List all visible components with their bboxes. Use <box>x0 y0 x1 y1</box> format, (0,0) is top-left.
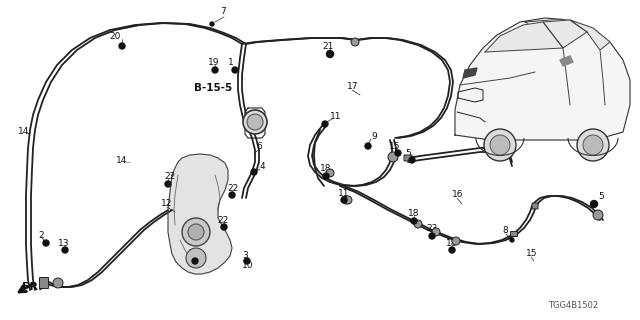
Text: 22: 22 <box>227 183 238 193</box>
Text: B-15-5: B-15-5 <box>194 83 232 93</box>
Polygon shape <box>455 18 630 140</box>
Text: 22: 22 <box>164 172 175 180</box>
Circle shape <box>119 43 125 49</box>
Circle shape <box>244 258 250 264</box>
Text: TGG4B1502: TGG4B1502 <box>548 300 598 309</box>
Circle shape <box>510 238 514 242</box>
Circle shape <box>365 143 371 149</box>
Text: 9: 9 <box>371 132 377 140</box>
Circle shape <box>411 218 417 224</box>
Circle shape <box>210 22 214 26</box>
Text: 18: 18 <box>408 209 419 218</box>
Text: 5: 5 <box>598 191 604 201</box>
Circle shape <box>583 135 603 155</box>
Circle shape <box>247 114 263 130</box>
Text: 17: 17 <box>347 82 358 91</box>
Circle shape <box>449 247 455 253</box>
Polygon shape <box>570 20 610 50</box>
Circle shape <box>221 224 227 230</box>
Text: 22: 22 <box>217 215 228 225</box>
Text: 11: 11 <box>338 188 349 197</box>
Circle shape <box>43 240 49 246</box>
Text: 14: 14 <box>18 126 29 135</box>
Text: 21: 21 <box>322 42 333 51</box>
Circle shape <box>577 129 609 161</box>
Text: 14: 14 <box>116 156 127 164</box>
Text: 16: 16 <box>452 189 463 198</box>
Text: 2: 2 <box>38 230 44 239</box>
Circle shape <box>322 121 328 127</box>
Circle shape <box>326 51 333 58</box>
Circle shape <box>188 224 204 240</box>
Circle shape <box>351 38 359 46</box>
Circle shape <box>212 67 218 73</box>
Text: 18: 18 <box>320 164 332 172</box>
Circle shape <box>593 210 603 220</box>
FancyBboxPatch shape <box>532 203 538 209</box>
Circle shape <box>182 218 210 246</box>
Circle shape <box>341 197 347 203</box>
Polygon shape <box>485 22 563 52</box>
Text: 11: 11 <box>330 111 342 121</box>
Text: 8: 8 <box>502 226 508 235</box>
Polygon shape <box>543 20 587 48</box>
Circle shape <box>323 173 329 179</box>
Polygon shape <box>168 154 232 274</box>
Text: 10: 10 <box>242 261 253 270</box>
Circle shape <box>229 192 235 198</box>
Circle shape <box>192 258 198 264</box>
Circle shape <box>342 196 350 204</box>
Circle shape <box>186 248 206 268</box>
Text: 22: 22 <box>188 250 199 259</box>
Text: 19: 19 <box>208 58 220 67</box>
Polygon shape <box>560 56 573 66</box>
Text: 12: 12 <box>161 198 172 207</box>
Circle shape <box>432 228 440 236</box>
Text: 18: 18 <box>446 238 458 247</box>
Text: FR.: FR. <box>22 282 42 292</box>
Circle shape <box>251 169 257 175</box>
Text: 20: 20 <box>109 31 121 41</box>
Circle shape <box>53 278 63 288</box>
Circle shape <box>429 233 435 239</box>
FancyBboxPatch shape <box>511 231 518 236</box>
FancyBboxPatch shape <box>40 277 49 289</box>
Circle shape <box>409 157 415 163</box>
Circle shape <box>484 129 516 161</box>
Text: 6: 6 <box>256 141 262 150</box>
Circle shape <box>232 67 238 73</box>
Text: 23: 23 <box>426 223 437 233</box>
Circle shape <box>326 169 334 177</box>
Circle shape <box>490 135 510 155</box>
Polygon shape <box>463 68 477 78</box>
Circle shape <box>344 196 352 204</box>
Circle shape <box>62 247 68 253</box>
Circle shape <box>165 181 171 187</box>
Circle shape <box>395 150 401 156</box>
Text: 7: 7 <box>220 6 226 15</box>
Circle shape <box>414 220 422 228</box>
Circle shape <box>591 201 598 207</box>
Text: 4: 4 <box>260 162 266 171</box>
Text: 1: 1 <box>228 58 234 67</box>
Text: 15: 15 <box>389 141 401 150</box>
FancyBboxPatch shape <box>404 155 412 161</box>
Text: 15: 15 <box>526 249 538 258</box>
Circle shape <box>388 152 398 162</box>
Text: 5: 5 <box>405 148 411 157</box>
Circle shape <box>452 237 460 245</box>
Text: 13: 13 <box>58 238 70 247</box>
Text: 3: 3 <box>242 252 248 260</box>
Circle shape <box>243 110 267 134</box>
